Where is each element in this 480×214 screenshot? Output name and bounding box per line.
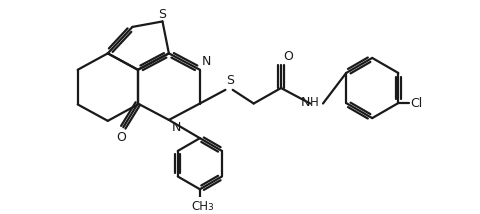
Text: Cl: Cl	[410, 97, 422, 110]
Text: N: N	[202, 55, 211, 68]
Text: N: N	[172, 121, 181, 134]
Text: O: O	[283, 50, 293, 63]
Text: S: S	[158, 7, 167, 21]
Text: 3: 3	[207, 203, 213, 212]
Text: H: H	[310, 96, 319, 109]
Text: CH: CH	[192, 200, 208, 213]
Text: O: O	[117, 131, 126, 144]
Text: S: S	[227, 74, 234, 87]
Text: N: N	[301, 96, 311, 109]
